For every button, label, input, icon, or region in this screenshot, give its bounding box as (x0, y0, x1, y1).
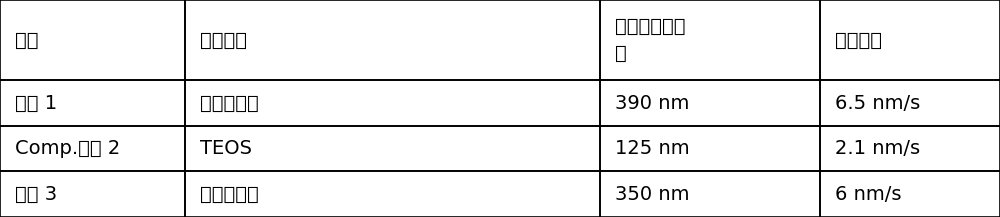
Bar (820, 126, 1000, 171)
Bar (0, 126, 185, 171)
Bar (600, 0, 820, 80)
Text: 2.1 nm/s: 2.1 nm/s (835, 139, 920, 158)
Text: 6 nm/s: 6 nm/s (835, 185, 902, 204)
Text: 125 nm: 125 nm (615, 139, 690, 158)
Bar (185, 0, 600, 80)
Bar (820, 0, 1000, 80)
Text: 实例: 实例 (15, 31, 38, 50)
Bar (185, 80, 600, 126)
Text: 正己基硅烷: 正己基硅烷 (200, 185, 259, 204)
Text: 6.5 nm/s: 6.5 nm/s (835, 94, 920, 113)
Bar (0, 0, 185, 80)
Bar (600, 80, 820, 126)
Bar (185, 171, 600, 217)
Text: TEOS: TEOS (200, 139, 252, 158)
Bar (820, 171, 1000, 217)
Text: 实例 3: 实例 3 (15, 185, 57, 204)
Bar (600, 171, 820, 217)
Bar (820, 80, 1000, 126)
Text: Comp.实例 2: Comp.实例 2 (15, 139, 120, 158)
Text: 390 nm: 390 nm (615, 94, 689, 113)
Text: 硅烷前体: 硅烷前体 (200, 31, 247, 50)
Bar (600, 126, 820, 171)
Text: 沉积速率: 沉积速率 (835, 31, 882, 50)
Text: 二氧化硅的厚
度: 二氧化硅的厚 度 (615, 17, 686, 63)
Bar (0, 80, 185, 126)
Text: 实例 1: 实例 1 (15, 94, 57, 113)
Text: 350 nm: 350 nm (615, 185, 690, 204)
Bar (0, 171, 185, 217)
Bar (185, 126, 600, 171)
Text: 正辛基硅烷: 正辛基硅烷 (200, 94, 259, 113)
